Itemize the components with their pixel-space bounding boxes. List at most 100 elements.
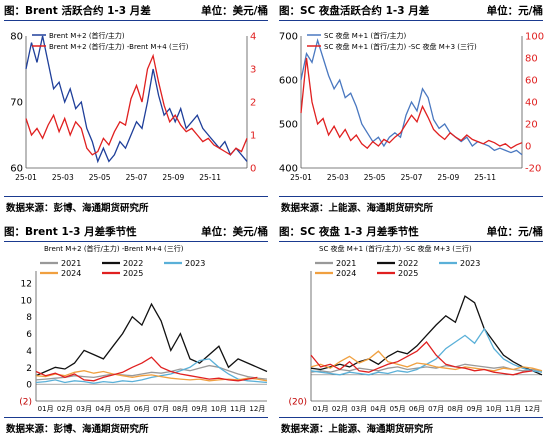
legend-label: Brent M+2 (首行/主力) -Brent M+4 (三行) xyxy=(49,42,189,51)
panel-sc-seasonal: 图：SC 夜盘 1-3 月差季节性 单位：元/桶 (20) 01月 02月 03月 04月… xyxy=(275,221,550,442)
series-line xyxy=(35,358,268,384)
panel-brent-spread: 图：Brent 活跃合约 1-3 月差 单位：美元/桶 80 70 60 4 3 2 1 0 25… xyxy=(0,0,275,221)
x-tick-label: 25-11 xyxy=(199,173,221,182)
x-tick-label: 25-01 xyxy=(15,173,37,182)
panel-title: 图：SC 夜盘 1-3 月差季节性 单位：元/桶 xyxy=(279,223,545,241)
y-tick-label-right: 2 xyxy=(250,98,256,109)
x-tick-label: 25-09 xyxy=(162,173,184,182)
legend-label: 2022 xyxy=(398,259,418,268)
y-tick-label-right: 80 xyxy=(525,54,538,65)
x-tick-label: 04月 xyxy=(370,405,386,413)
x-tick-label: 25-07 xyxy=(126,173,148,182)
y-tick-label: 4 xyxy=(26,347,32,357)
y-tick-label-left: 80 xyxy=(10,32,23,43)
legend-label: SC 夜盘 M+1 (首行/主力) -SC 夜盘 M+3 (三行) xyxy=(324,42,477,51)
series-line xyxy=(35,302,268,377)
x-tick-label: 08月 xyxy=(447,405,463,413)
series-line xyxy=(310,341,533,376)
panel-title: 图：Brent 活跃合约 1-3 月差 单位：美元/桶 xyxy=(4,2,270,20)
panel-title-text: 图：Brent 活跃合约 1-3 月差 xyxy=(4,5,151,17)
title-rule xyxy=(279,241,543,242)
y-tick-label: 8 xyxy=(26,313,32,323)
x-tick-label: 25-05 xyxy=(89,173,111,182)
series-line xyxy=(310,363,543,373)
x-tick-label: 25-11 xyxy=(474,173,496,182)
legend-title: Brent M+2 (首行/主力) -Brent M+4 (三行) xyxy=(44,244,184,253)
chart-sc-spread: 700 600 500 400 100 80 60 40 20 0 -20 25-01 25-03 25-… xyxy=(279,31,544,182)
x-tick-label: 03月 xyxy=(76,405,92,413)
series-line xyxy=(35,364,268,381)
panel-unit: 单位：美元/桶 xyxy=(201,226,268,238)
x-tick-label: 02月 xyxy=(57,405,73,413)
x-tick-label: 25-07 xyxy=(401,173,423,182)
x-tick-label: 25-03 xyxy=(52,173,74,182)
x-tick-label: 03月 xyxy=(351,405,367,413)
series-line xyxy=(25,35,248,164)
title-rule xyxy=(4,20,268,21)
legend-label: 2024 xyxy=(336,269,356,278)
y-tick-label-right: 1 xyxy=(250,131,256,142)
y-tick-label: 10 xyxy=(21,296,33,306)
panel-brent-seasonal: 图：Brent 1-3 月差季节性 单位：美元/桶 12 10 8 6 4 2 0 (2) 01月… xyxy=(0,221,275,442)
x-tick-label: 25-09 xyxy=(437,173,459,182)
panel-unit: 单位：美元/桶 xyxy=(201,5,268,17)
y-tick-label-right: 4 xyxy=(250,32,256,43)
y-tick-label-right: 20 xyxy=(525,120,538,131)
y-tick-label-left: 600 xyxy=(279,76,298,87)
x-tick-label: 11月 xyxy=(505,405,521,413)
y-tick-label-right: 3 xyxy=(250,65,256,76)
x-tick-label: 12月 xyxy=(249,405,265,413)
series-line xyxy=(310,350,543,372)
x-tick-label: 01月 xyxy=(313,405,329,413)
x-tick-label: 07月 xyxy=(428,405,444,413)
y-tick-label: (2) xyxy=(19,398,32,408)
y-tick-label-right: 100 xyxy=(525,32,544,43)
y-tick-label-right: 60 xyxy=(525,76,538,87)
y-tick-label: 0 xyxy=(26,381,32,391)
x-tick-label: 08月 xyxy=(172,405,188,413)
legend-label: 2025 xyxy=(123,269,143,278)
x-tick-label: 06月 xyxy=(409,405,425,413)
legend-label: 2021 xyxy=(61,259,81,268)
legend-label: 2024 xyxy=(61,269,81,278)
legend-label: Brent M+2 (首行/主力) xyxy=(49,31,125,40)
x-tick-label: 25-03 xyxy=(327,173,349,182)
x-tick-label: 10月 xyxy=(211,405,227,413)
source-rule xyxy=(279,196,543,197)
x-tick-label: 05月 xyxy=(390,405,406,413)
source-text: 数据来源：彭博、海通期货研究所 xyxy=(6,424,149,435)
x-tick-label: 10月 xyxy=(486,405,502,413)
x-tick-label: 01月 xyxy=(38,405,54,413)
x-tick-label: 25-01 xyxy=(290,173,312,182)
series-line xyxy=(35,356,258,382)
source-rule xyxy=(4,417,268,418)
y-tick-label: (20) xyxy=(289,398,307,408)
y-tick-label-right: 40 xyxy=(525,98,538,109)
legend-label: 2023 xyxy=(460,259,480,268)
y-tick-label-left: 70 xyxy=(10,98,23,109)
y-tick-label-left: 500 xyxy=(279,120,298,131)
series-line xyxy=(25,53,248,156)
panel-sc-spread: 图：SC 夜盘活跃合约 1-3 月差 单位：元/桶 700 600 500 400 100… xyxy=(275,0,550,221)
panel-title: 图：SC 夜盘活跃合约 1-3 月差 单位：元/桶 xyxy=(279,2,545,20)
source-rule xyxy=(279,417,543,418)
source-text: 数据来源：彭博、海通期货研究所 xyxy=(6,203,149,214)
y-tick-label: 6 xyxy=(26,330,32,340)
x-tick-label: 12月 xyxy=(524,405,540,413)
y-tick-label-left: 400 xyxy=(279,164,298,175)
panel-title-text: 图：SC 夜盘 1-3 月差季节性 xyxy=(279,226,419,238)
x-tick-label: 25-05 xyxy=(364,173,386,182)
chart-brent-spread: 80 70 60 4 3 2 1 0 25-01 25-03 25-05 25-07 25-09 25-1… xyxy=(10,31,256,182)
x-tick-label: 11月 xyxy=(230,405,246,413)
y-tick-label-left: 60 xyxy=(10,164,23,175)
y-tick-label: 2 xyxy=(26,364,32,374)
legend-label: 2022 xyxy=(123,259,143,268)
series-line xyxy=(300,57,523,150)
panel-unit: 单位：元/桶 xyxy=(486,5,543,17)
panel-title-text: 图：SC 夜盘活跃合约 1-3 月差 xyxy=(279,5,430,17)
y-tick-label-right: 0 xyxy=(525,142,531,153)
series-line xyxy=(300,38,523,156)
y-tick-label: 12 xyxy=(21,280,32,290)
panel-unit: 单位：元/桶 xyxy=(486,226,543,238)
